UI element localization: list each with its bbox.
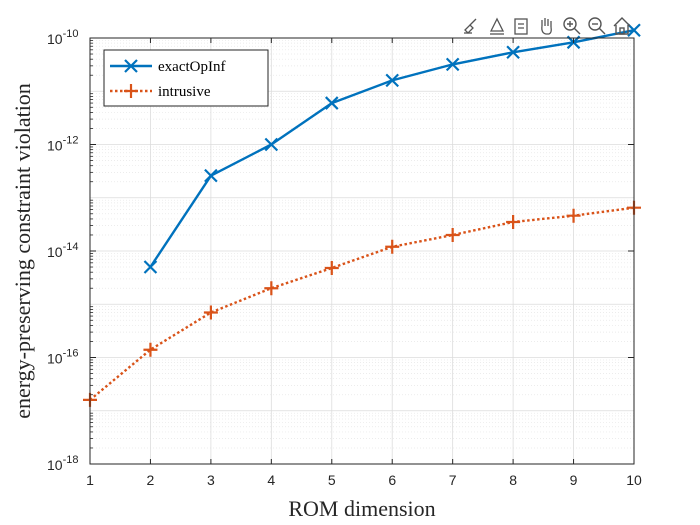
data-point-exactOpInf: [506, 45, 520, 60]
x-tick-label: 8: [509, 472, 517, 488]
data-point-exactOpInf: [143, 260, 158, 274]
data-point-intrusive: [566, 208, 581, 223]
x-tick-label: 7: [449, 472, 457, 488]
data-point-intrusive: [143, 342, 158, 357]
series-layer: [83, 23, 641, 407]
y-tick-label: 10-12: [47, 135, 78, 154]
axes-toolbar[interactable]: [464, 17, 631, 35]
legend-label: intrusive: [158, 84, 211, 100]
data-point-exactOpInf: [445, 57, 460, 72]
y-tick-label: 10-16: [47, 348, 78, 367]
legend-entry-intrusive[interactable]: intrusive: [110, 84, 211, 100]
data-point-exactOpInf: [385, 73, 399, 88]
x-tick-label: 3: [207, 472, 215, 488]
x-tick-label: 10: [626, 472, 642, 488]
x-axis-ticks: 1 2 3 4 5 6 7 8 9 10: [86, 38, 642, 488]
y-axis-ticks: 10-18 10-16 10-14 10-12 10-10: [47, 28, 634, 473]
x-tick-label: 2: [147, 472, 155, 488]
x-tick-label: 5: [328, 472, 336, 488]
legend-icon[interactable]: [514, 18, 528, 35]
x-axis-title: ROM dimension: [288, 496, 435, 521]
data-point-exactOpInf: [627, 23, 641, 37]
pan-hand-icon[interactable]: [541, 18, 552, 35]
legend-marker: [124, 84, 138, 98]
series-line-intrusive: [89, 206, 635, 401]
data-point-exactOpInf: [264, 137, 279, 152]
minor-grid: [90, 40, 634, 449]
data-point-intrusive: [385, 239, 400, 254]
data-point-intrusive: [445, 227, 460, 242]
data-point-exactOpInf: [204, 168, 218, 183]
x-tick-label: 4: [267, 472, 275, 488]
legend[interactable]: exactOpInf intrusive: [103, 49, 269, 107]
y-tick-label: 10-14: [47, 241, 78, 260]
legend-marker: [124, 59, 138, 73]
y-axis-title: energy-preserving constraint violation: [10, 83, 35, 419]
data-point-intrusive: [324, 260, 339, 275]
data-point-intrusive: [203, 305, 218, 320]
zoom-out-icon[interactable]: [588, 17, 606, 35]
data-point-intrusive: [506, 215, 521, 230]
y-tick-label: 10-10: [47, 28, 78, 47]
y-tick-label: 10-18: [47, 454, 78, 473]
data-point-exactOpInf: [325, 96, 339, 110]
legend-entry-exactOpInf[interactable]: exactOpInf: [110, 59, 225, 75]
data-point-intrusive: [264, 281, 279, 296]
brush-icon[interactable]: [464, 18, 477, 34]
home-icon[interactable]: [613, 17, 631, 35]
x-tick-label: 1: [86, 472, 94, 488]
legend-label: exactOpInf: [158, 59, 225, 75]
data-tips-icon[interactable]: [489, 17, 505, 35]
x-tick-label: 9: [570, 472, 578, 488]
x-tick-label: 6: [388, 472, 396, 488]
zoom-in-icon[interactable]: [563, 17, 581, 35]
